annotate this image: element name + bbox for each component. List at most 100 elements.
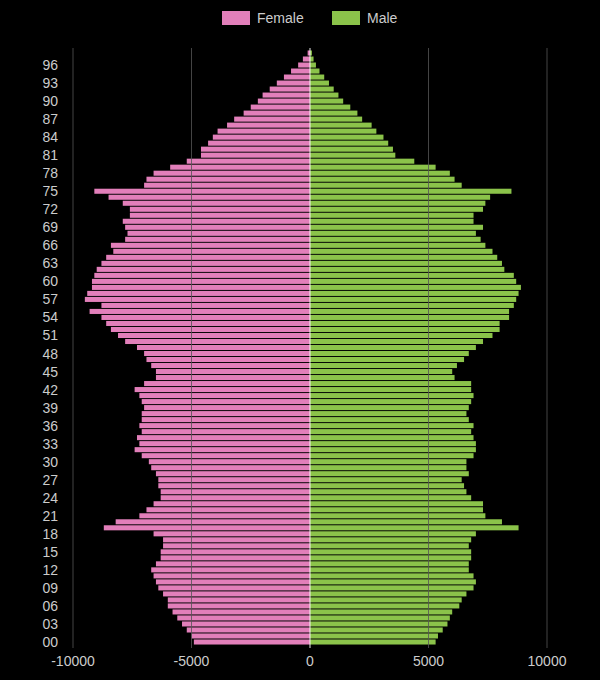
y-tick-label: 63 — [42, 255, 58, 271]
bar — [310, 597, 462, 602]
bar — [130, 207, 310, 212]
background — [0, 0, 600, 680]
bar — [158, 585, 310, 590]
y-tick-label: 93 — [42, 75, 58, 91]
bar — [173, 609, 310, 614]
bar — [310, 477, 462, 482]
bar — [291, 69, 310, 74]
bar — [310, 525, 519, 530]
bar — [310, 243, 485, 248]
bar — [310, 147, 393, 152]
bar — [310, 447, 476, 452]
grid-line — [191, 48, 192, 648]
bar — [310, 237, 481, 242]
bar — [310, 441, 476, 446]
x-tick-label: 0 — [306, 653, 314, 669]
bar — [310, 555, 471, 560]
bar — [310, 387, 471, 392]
bar — [201, 147, 310, 152]
y-tick-label: 06 — [42, 598, 58, 614]
bar — [310, 543, 469, 548]
bar — [161, 549, 310, 554]
bar — [310, 231, 476, 236]
bar — [154, 171, 310, 176]
grid-line — [547, 48, 548, 648]
bar — [142, 411, 310, 416]
bar — [310, 405, 469, 410]
y-tick-label: 60 — [42, 273, 58, 289]
bars — [85, 50, 521, 644]
bar — [156, 579, 310, 584]
bar — [168, 597, 310, 602]
bar — [139, 441, 310, 446]
bar — [109, 195, 310, 200]
bar — [161, 489, 310, 494]
bar — [161, 495, 310, 500]
bar — [163, 591, 310, 596]
bar — [154, 573, 310, 578]
bar — [94, 273, 310, 278]
bar — [163, 537, 310, 542]
bar — [310, 489, 466, 494]
bar — [303, 56, 310, 61]
bar — [310, 219, 474, 224]
y-tick-label: 36 — [42, 418, 58, 434]
y-tick-label: 39 — [42, 400, 58, 416]
legend: FemaleMale — [222, 10, 398, 26]
bar — [125, 237, 310, 242]
y-tick-label: 48 — [42, 346, 58, 362]
bar — [227, 123, 310, 128]
bar — [310, 561, 469, 566]
bar — [161, 555, 310, 560]
bar — [310, 255, 497, 260]
bar — [177, 615, 310, 620]
y-tick-label: 69 — [42, 219, 58, 235]
bar — [277, 81, 310, 86]
bar — [310, 567, 469, 572]
bar — [208, 141, 310, 146]
bar — [187, 159, 310, 164]
bar — [310, 501, 483, 506]
y-tick-label: 00 — [42, 634, 58, 650]
y-tick-label: 21 — [42, 508, 58, 524]
bar — [310, 579, 476, 584]
y-tick-label: 57 — [42, 291, 58, 307]
bar — [310, 123, 372, 128]
bar — [310, 333, 492, 338]
bar — [258, 99, 310, 104]
bar — [135, 387, 310, 392]
bar — [106, 255, 310, 260]
bar — [244, 111, 310, 116]
bar — [310, 465, 466, 470]
bar — [310, 225, 483, 230]
bar — [151, 465, 310, 470]
bar — [310, 303, 514, 308]
bar — [310, 153, 395, 158]
bar — [310, 363, 457, 368]
bar — [298, 63, 310, 68]
legend-label: Male — [367, 10, 398, 26]
y-tick-label: 66 — [42, 237, 58, 253]
bar — [310, 177, 455, 182]
y-tick-label: 78 — [42, 165, 58, 181]
bar — [310, 117, 362, 122]
bar — [310, 357, 464, 362]
bar — [137, 345, 310, 350]
bar — [310, 345, 476, 350]
bar — [310, 75, 324, 80]
bar — [310, 471, 469, 476]
bar — [310, 63, 316, 68]
bar — [144, 351, 310, 356]
bar — [142, 453, 310, 458]
bar — [101, 303, 310, 308]
bar — [284, 75, 310, 80]
bar — [310, 165, 436, 170]
x-tick-label: -10000 — [51, 653, 95, 669]
bar — [310, 513, 485, 518]
x-tick-label: 10000 — [528, 653, 567, 669]
bar — [310, 483, 464, 488]
y-tick-label: 72 — [42, 201, 58, 217]
bar — [310, 519, 502, 524]
bar — [130, 213, 310, 218]
bar — [113, 249, 310, 254]
